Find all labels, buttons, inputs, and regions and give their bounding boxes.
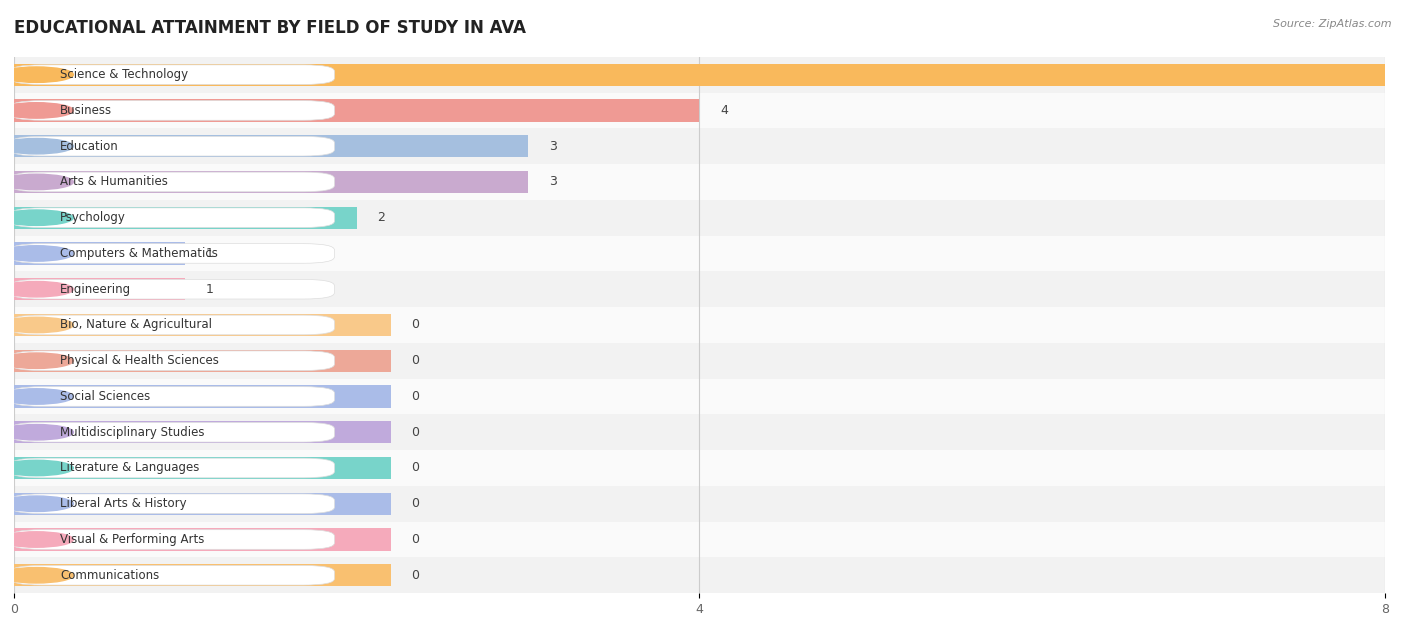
Bar bbox=[14, 235, 1385, 271]
Bar bbox=[14, 522, 1385, 557]
FancyBboxPatch shape bbox=[11, 422, 335, 442]
Text: 2: 2 bbox=[377, 211, 385, 224]
FancyBboxPatch shape bbox=[11, 172, 335, 192]
Circle shape bbox=[0, 532, 73, 547]
Text: Social Sciences: Social Sciences bbox=[60, 390, 150, 403]
Text: Bio, Nature & Agricultural: Bio, Nature & Agricultural bbox=[60, 319, 212, 331]
FancyBboxPatch shape bbox=[11, 65, 335, 85]
Bar bbox=[14, 99, 700, 122]
FancyBboxPatch shape bbox=[11, 244, 335, 263]
Circle shape bbox=[0, 67, 73, 83]
Text: Liberal Arts & History: Liberal Arts & History bbox=[60, 497, 187, 510]
FancyBboxPatch shape bbox=[11, 565, 335, 585]
FancyBboxPatch shape bbox=[11, 458, 335, 478]
Text: Education: Education bbox=[60, 139, 120, 153]
Bar bbox=[14, 457, 391, 479]
Text: 4: 4 bbox=[720, 104, 728, 117]
Text: 1: 1 bbox=[207, 283, 214, 296]
FancyBboxPatch shape bbox=[11, 387, 335, 406]
Text: Arts & Humanities: Arts & Humanities bbox=[60, 175, 169, 189]
FancyBboxPatch shape bbox=[11, 280, 335, 299]
Bar bbox=[14, 564, 391, 586]
Text: Engineering: Engineering bbox=[60, 283, 131, 296]
Text: 1: 1 bbox=[207, 247, 214, 260]
Bar bbox=[14, 128, 1385, 164]
Circle shape bbox=[0, 103, 73, 118]
Text: 3: 3 bbox=[548, 139, 557, 153]
Bar bbox=[14, 135, 529, 157]
Circle shape bbox=[0, 174, 73, 190]
Circle shape bbox=[0, 425, 73, 440]
Circle shape bbox=[0, 245, 73, 261]
Circle shape bbox=[0, 567, 73, 583]
Bar bbox=[14, 271, 1385, 307]
Text: Visual & Performing Arts: Visual & Performing Arts bbox=[60, 533, 205, 546]
Text: Multidisciplinary Studies: Multidisciplinary Studies bbox=[60, 426, 205, 439]
Text: Science & Technology: Science & Technology bbox=[60, 68, 188, 81]
Text: 0: 0 bbox=[412, 569, 419, 582]
Circle shape bbox=[0, 496, 73, 512]
Text: Source: ZipAtlas.com: Source: ZipAtlas.com bbox=[1274, 19, 1392, 29]
Bar bbox=[14, 415, 1385, 450]
FancyBboxPatch shape bbox=[11, 208, 335, 228]
Text: 0: 0 bbox=[412, 319, 419, 331]
Bar bbox=[14, 493, 391, 515]
Text: 0: 0 bbox=[412, 390, 419, 403]
Bar bbox=[14, 200, 1385, 235]
Circle shape bbox=[0, 389, 73, 404]
Text: 0: 0 bbox=[412, 497, 419, 510]
Bar bbox=[14, 486, 1385, 522]
Bar bbox=[14, 450, 1385, 486]
Text: Business: Business bbox=[60, 104, 112, 117]
Bar bbox=[14, 64, 1385, 86]
Text: Literature & Languages: Literature & Languages bbox=[60, 461, 200, 475]
Circle shape bbox=[0, 317, 73, 333]
FancyBboxPatch shape bbox=[11, 136, 335, 156]
Text: 0: 0 bbox=[412, 354, 419, 367]
Text: EDUCATIONAL ATTAINMENT BY FIELD OF STUDY IN AVA: EDUCATIONAL ATTAINMENT BY FIELD OF STUDY… bbox=[14, 19, 526, 37]
FancyBboxPatch shape bbox=[11, 100, 335, 121]
Bar bbox=[14, 164, 1385, 200]
FancyBboxPatch shape bbox=[11, 494, 335, 514]
Circle shape bbox=[0, 460, 73, 476]
Text: 0: 0 bbox=[412, 533, 419, 546]
Bar bbox=[14, 171, 529, 193]
Circle shape bbox=[0, 138, 73, 154]
Bar bbox=[14, 57, 1385, 93]
FancyBboxPatch shape bbox=[11, 315, 335, 335]
Text: Communications: Communications bbox=[60, 569, 159, 582]
Bar bbox=[14, 206, 357, 229]
Text: 0: 0 bbox=[412, 426, 419, 439]
Bar bbox=[14, 278, 186, 300]
Bar bbox=[14, 93, 1385, 128]
Text: 3: 3 bbox=[548, 175, 557, 189]
Bar bbox=[14, 350, 391, 372]
Text: 0: 0 bbox=[412, 461, 419, 475]
Text: Psychology: Psychology bbox=[60, 211, 127, 224]
Circle shape bbox=[0, 210, 73, 225]
Text: Computers & Mathematics: Computers & Mathematics bbox=[60, 247, 218, 260]
Bar bbox=[14, 242, 186, 264]
Bar bbox=[14, 307, 1385, 343]
Bar bbox=[14, 557, 1385, 593]
Bar bbox=[14, 528, 391, 551]
Circle shape bbox=[0, 353, 73, 369]
Bar bbox=[14, 343, 1385, 379]
Circle shape bbox=[0, 281, 73, 297]
Bar bbox=[14, 314, 391, 336]
Bar bbox=[14, 421, 391, 444]
FancyBboxPatch shape bbox=[11, 529, 335, 550]
Text: Physical & Health Sciences: Physical & Health Sciences bbox=[60, 354, 219, 367]
Bar bbox=[14, 379, 1385, 415]
Bar bbox=[14, 386, 391, 408]
FancyBboxPatch shape bbox=[11, 351, 335, 370]
